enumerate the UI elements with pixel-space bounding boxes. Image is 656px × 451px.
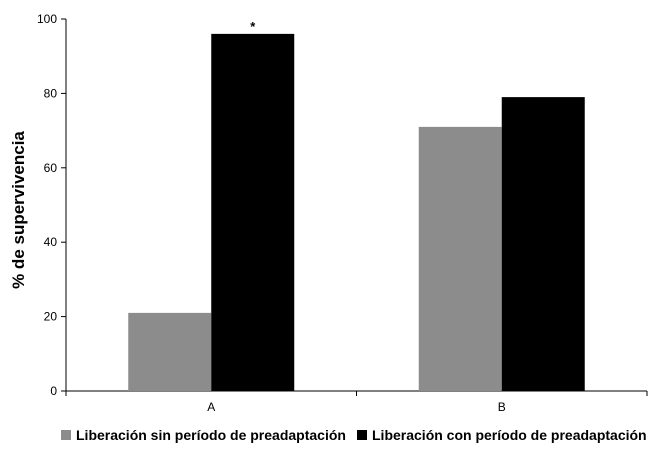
y-tick-label: 60 — [44, 161, 58, 175]
y-tick-label: 20 — [44, 310, 58, 324]
y-axis-title: % de supervivencia — [9, 131, 28, 289]
bar — [128, 312, 212, 391]
annotations: * — [250, 19, 256, 34]
legend-entry: Liberación sin período de preadaptación — [61, 427, 346, 443]
y-tick-label: 100 — [37, 12, 57, 26]
legend-swatch — [61, 430, 71, 440]
x-tick-label: B — [498, 400, 506, 414]
y-tick-label: 0 — [50, 384, 57, 398]
bar — [418, 126, 502, 391]
legend-label: Liberación con período de preadaptación — [372, 427, 647, 443]
legend: Liberación sin período de preadaptación L… — [61, 427, 647, 443]
significance-marker: * — [250, 19, 256, 34]
y-tick-label: 80 — [44, 86, 58, 100]
x-tick-label: A — [207, 400, 215, 414]
bar — [211, 33, 295, 391]
bars — [128, 33, 585, 392]
legend-swatch — [357, 430, 367, 440]
bar — [501, 97, 585, 392]
legend-label: Liberación sin período de preadaptación — [76, 427, 346, 443]
legend-entry: Liberación con período de preadaptación — [357, 427, 647, 443]
y-tick-label: 40 — [44, 235, 58, 249]
